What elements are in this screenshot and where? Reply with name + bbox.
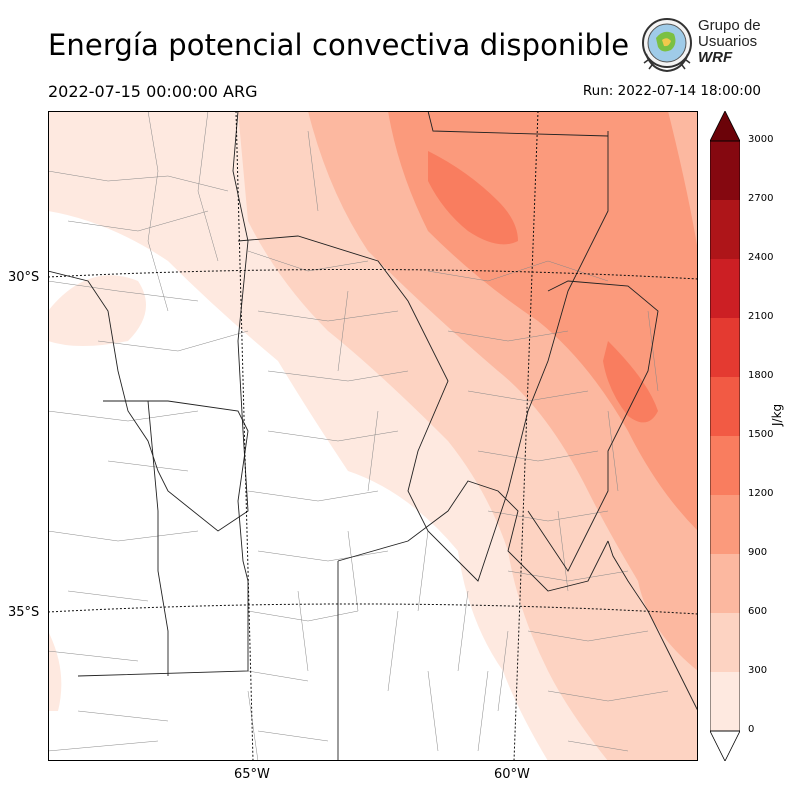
colorbar-extend-max	[710, 111, 740, 142]
colorbar-tick-label: 1200	[748, 488, 774, 499]
province-line-5	[77, 400, 249, 677]
lat-label-35s: 35°S	[8, 605, 40, 620]
colorbar-frame	[710, 140, 740, 732]
colorbar-extend-min	[710, 730, 740, 761]
province-line-4	[527, 280, 659, 572]
lon-label-60w: 60°W	[494, 767, 530, 782]
province-line-2	[237, 131, 609, 582]
globe-seal-icon	[642, 18, 692, 73]
colorbar-segments	[710, 141, 740, 731]
cape-band-0-sw	[48, 631, 62, 711]
colorbar-tick-label: 2400	[748, 252, 774, 263]
colorbar-segment	[710, 318, 740, 377]
colorbar-tick-label: 300	[748, 665, 768, 676]
colorbar-unit: J/kg	[770, 403, 784, 426]
colorbar-tick-label: 1500	[748, 429, 774, 440]
colorbar-segment	[710, 377, 740, 436]
cape-map	[48, 111, 698, 761]
run-time: Run: 2022-07-14 18:00:00	[582, 83, 761, 99]
logo-line-3: WRF	[698, 49, 733, 66]
graticule	[48, 111, 698, 761]
cape-band-1200-east	[603, 341, 658, 423]
meridian-65w	[235, 111, 254, 761]
logo-line-1: Grupo de	[698, 17, 761, 34]
colorbar-segment	[710, 436, 740, 495]
province-line-1	[48, 111, 249, 532]
colorbar-tick-label: 1800	[748, 370, 774, 381]
colorbar-segment	[710, 259, 740, 318]
colorbar-segment	[710, 200, 740, 259]
colorbar-tick-label: 900	[748, 547, 768, 558]
parallel-35s	[48, 603, 698, 615]
colorbar-tick-label: 3000	[748, 134, 774, 145]
map-title: Energía potencial convectiva disponible	[48, 28, 630, 62]
logo-text: Grupo de Usuarios WRF	[698, 18, 761, 66]
colorbar-segment	[710, 141, 740, 200]
grupo-usuarios-wrf-logo: Grupo de Usuarios WRF	[638, 14, 768, 76]
colorbar-segment	[710, 613, 740, 672]
colorbar	[710, 111, 740, 761]
logo-line-2: Usuarios	[698, 33, 758, 50]
colorbar-segment	[710, 554, 740, 613]
meridian-60w	[513, 111, 539, 761]
lat-label-30s: 30°S	[8, 270, 40, 285]
cape-field	[48, 111, 698, 761]
colorbar-tick-label: 2700	[748, 193, 774, 204]
province-line-8	[147, 400, 169, 676]
colorbar-tick-label: 600	[748, 606, 768, 617]
map-frame	[48, 111, 698, 761]
cape-band-0-west	[48, 275, 146, 346]
parallel-30s	[48, 268, 698, 280]
cape-band-1200-north	[428, 151, 518, 245]
colorbar-tick-label: 0	[748, 724, 755, 735]
province-line-3	[427, 111, 609, 137]
province-line-6	[337, 480, 609, 592]
colorbar-segment	[710, 672, 740, 731]
valid-time: 2022-07-15 00:00:00 ARG	[48, 82, 258, 101]
lon-label-65w: 65°W	[234, 767, 270, 782]
department-boundaries	[48, 111, 669, 761]
colorbar-tick-label: 2100	[748, 311, 774, 322]
colorbar-segment	[710, 495, 740, 554]
